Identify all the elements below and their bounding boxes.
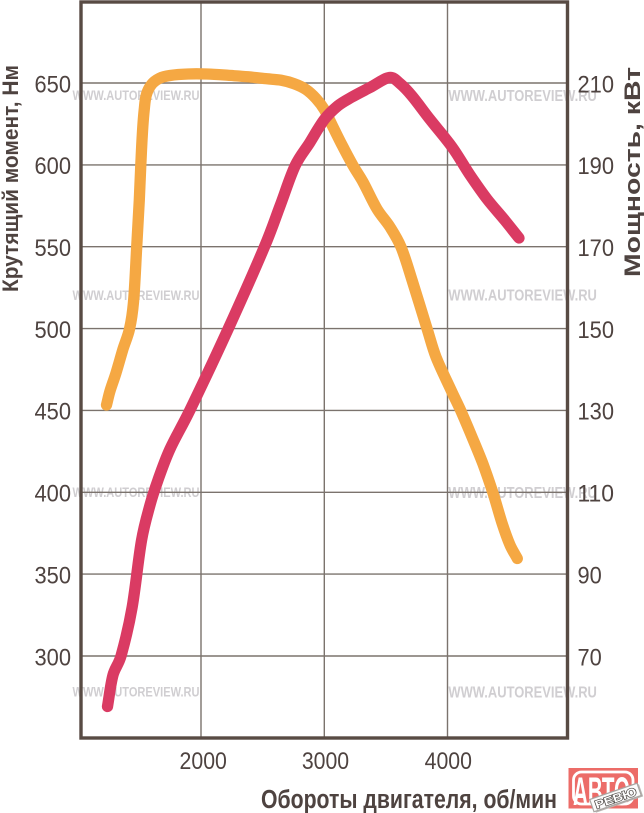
svg-text:WWW.AUTOREVIEW.RU: WWW.AUTOREVIEW.RU: [448, 485, 597, 502]
svg-text:Обороты двигателя, об/мин: Обороты двигателя, об/мин: [261, 786, 557, 813]
svg-text:WWW.AUTOREVIEW.RU: WWW.AUTOREVIEW.RU: [448, 288, 597, 305]
svg-text:2000: 2000: [180, 748, 227, 775]
svg-text:170: 170: [578, 235, 615, 262]
svg-text:WWW.AUTOREVIEW.RU: WWW.AUTOREVIEW.RU: [73, 684, 200, 700]
svg-text:550: 550: [35, 235, 72, 262]
svg-text:90: 90: [578, 562, 602, 589]
svg-text:Крутящий момент, Нм: Крутящий момент, Нм: [0, 65, 23, 292]
svg-text:4000: 4000: [425, 748, 472, 775]
svg-text:600: 600: [35, 153, 72, 180]
svg-text:3000: 3000: [302, 748, 349, 775]
svg-text:190: 190: [578, 153, 615, 180]
svg-text:Мощность, кВт: Мощность, кВт: [620, 67, 644, 277]
svg-text:500: 500: [35, 317, 72, 344]
svg-text:WWW.AUTOREVIEW.RU: WWW.AUTOREVIEW.RU: [73, 87, 200, 103]
svg-text:350: 350: [35, 562, 72, 589]
svg-text:WWW.AUTOREVIEW.RU: WWW.AUTOREVIEW.RU: [448, 88, 597, 105]
svg-text:110: 110: [578, 481, 615, 508]
svg-text:70: 70: [578, 644, 602, 671]
svg-text:300: 300: [35, 644, 72, 671]
svg-text:150: 150: [578, 317, 615, 344]
svg-text:210: 210: [578, 71, 615, 98]
svg-text:450: 450: [35, 399, 72, 426]
svg-text:130: 130: [578, 399, 615, 426]
svg-text:WWW.AUTOREVIEW.RU: WWW.AUTOREVIEW.RU: [448, 685, 597, 702]
svg-text:650: 650: [35, 71, 72, 98]
svg-text:400: 400: [35, 481, 72, 508]
